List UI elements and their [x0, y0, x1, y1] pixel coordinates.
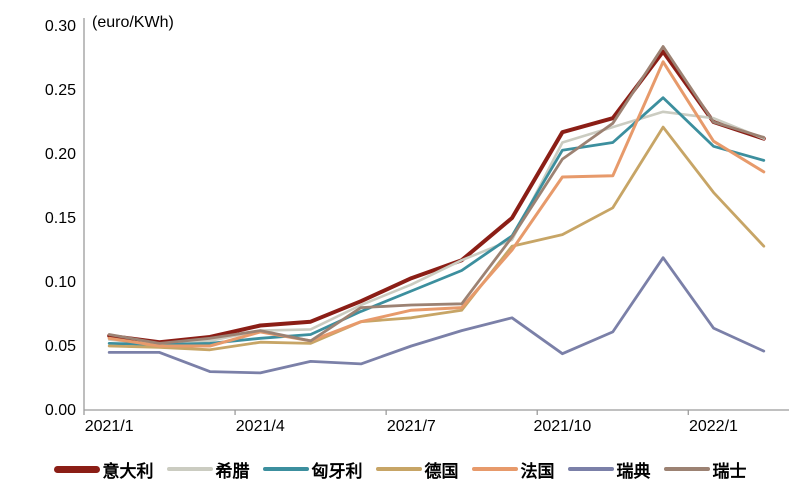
legend-label-greece: 希腊: [215, 461, 250, 481]
y-tick-label: 0.30: [45, 18, 76, 35]
series-line-greece: [107, 110, 766, 347]
y-tick-label: 0.10: [45, 274, 76, 291]
legend-label-italy: 意大利: [102, 461, 154, 481]
x-tick-label: 2021/4: [236, 418, 285, 435]
legend-item-italy: 意大利: [53, 457, 154, 482]
y-tick-label: 0.00: [45, 402, 76, 419]
legend-label-hungary: 匈牙利: [311, 461, 363, 481]
legend-swatch-greece: [166, 467, 213, 471]
legend-item-hungary: 匈牙利: [262, 457, 363, 482]
unit-label: (euro/KWh): [92, 14, 174, 31]
chart-legend: 意大利 希腊 匈牙利 德国 法国 瑞典 瑞士: [0, 452, 800, 486]
legend-swatch-italy: [53, 465, 100, 473]
legend-label-france: 法国: [520, 461, 555, 481]
series-line-sweden: [107, 256, 766, 375]
x-tick-label: 2022/1: [689, 418, 738, 435]
legend-swatch-france: [471, 467, 518, 471]
legend-label-germany: 德国: [424, 461, 459, 481]
x-tick-label: 2021/7: [387, 418, 436, 435]
legend-item-greece: 希腊: [166, 457, 250, 482]
y-tick-label: 0.25: [45, 82, 76, 99]
legend-item-sweden: 瑞典: [567, 457, 651, 482]
legend-label-sweden: 瑞典: [616, 461, 651, 481]
legend-swatch-hungary: [262, 467, 309, 471]
legend-swatch-switzerland: [663, 467, 710, 471]
y-tick-label: 0.05: [45, 338, 76, 355]
series-line-switzerland: [107, 45, 766, 345]
y-tick-label: 0.15: [45, 210, 76, 227]
legend-item-france: 法国: [471, 457, 555, 482]
series-line-italy: [107, 49, 766, 345]
x-tick-label: 2021/1: [85, 418, 134, 435]
x-tick-label: 2021/10: [533, 418, 591, 435]
y-tick-label: 0.20: [45, 146, 76, 163]
series-line-germany: [107, 125, 766, 352]
legend-swatch-sweden: [567, 467, 614, 471]
legend-label-switzerland: 瑞士: [712, 461, 747, 481]
legend-item-germany: 德国: [375, 457, 459, 482]
legend-item-switzerland: 瑞士: [663, 457, 747, 482]
series-line-france: [107, 60, 766, 348]
legend-swatch-germany: [375, 467, 422, 471]
